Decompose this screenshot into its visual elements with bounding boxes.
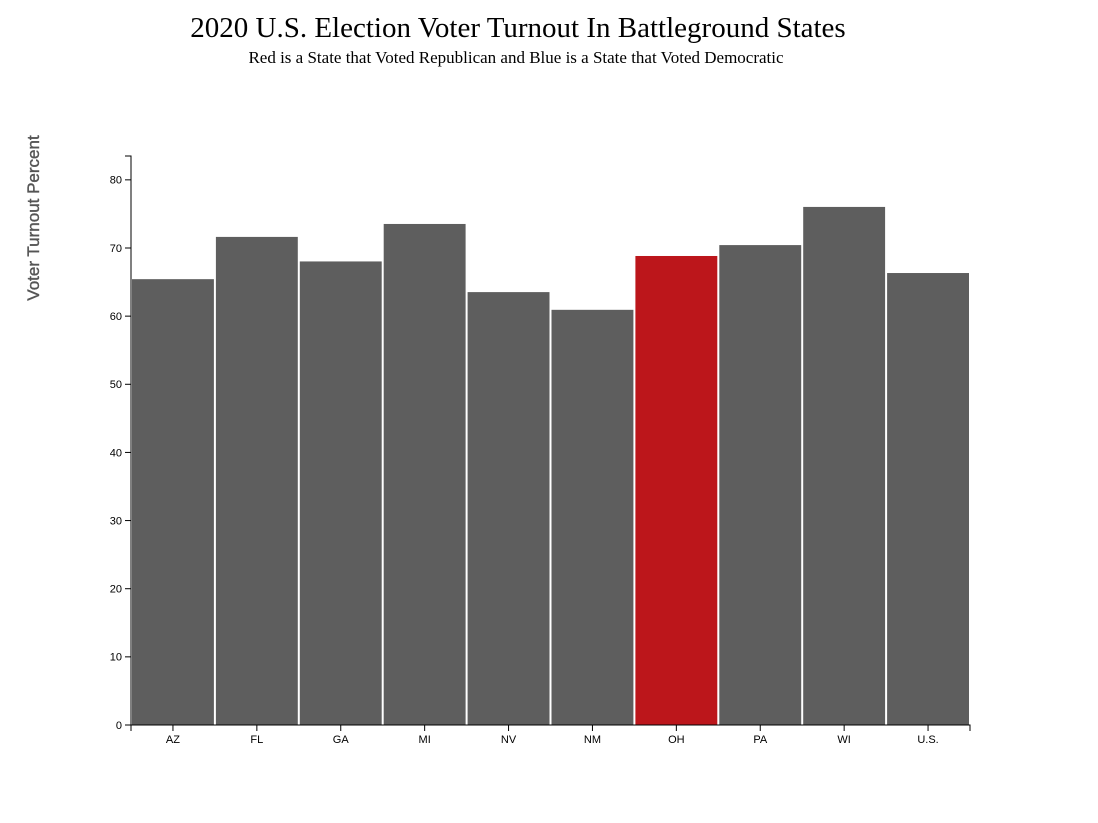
x-axis: AZ FL GA MI NV NM OH PA WI U.S. [130, 724, 971, 746]
y-tick-label: 70 [110, 243, 122, 255]
y-tick-label: 40 [110, 447, 122, 459]
bar-pa [718, 244, 803, 726]
bar-nv [466, 291, 551, 726]
x-tick-label: NM [584, 734, 601, 746]
chart-subtitle: Red is a State that Voted Republican and… [248, 48, 784, 67]
bar-us [886, 272, 970, 726]
x-tick-label: GA [333, 734, 350, 746]
bar-fl [214, 235, 299, 726]
y-tick-label: 20 [110, 584, 122, 596]
bar-wi [802, 205, 887, 726]
y-tick-label: 30 [110, 515, 122, 527]
x-tick-label: WI [837, 734, 850, 746]
bar-az [131, 278, 215, 726]
y-tick-label: 80 [110, 175, 122, 187]
bar-ga [298, 260, 383, 726]
x-tick-label: OH [668, 734, 685, 746]
y-tick-label: 50 [110, 379, 122, 391]
y-axis: 0 10 20 30 40 50 60 70 80 [110, 155, 132, 732]
x-tick-label: FL [250, 734, 263, 746]
x-tick-label: MI [419, 734, 431, 746]
x-tick-label: AZ [166, 734, 180, 746]
bar-mi [382, 222, 467, 726]
chart-title: 2020 U.S. Election Voter Turnout In Batt… [190, 12, 846, 44]
x-axis-line [130, 724, 971, 731]
y-tick-label: 60 [110, 311, 122, 323]
x-tick-label: U.S. [917, 734, 938, 746]
bar-oh [634, 254, 719, 726]
y-tick-label: 10 [110, 652, 122, 664]
bars-group [131, 205, 970, 726]
bar-nm [550, 308, 635, 726]
x-tick-label: PA [753, 734, 768, 746]
y-tick-label: 0 [116, 720, 122, 732]
x-tick-label: NV [501, 734, 517, 746]
y-axis-line [125, 155, 132, 726]
